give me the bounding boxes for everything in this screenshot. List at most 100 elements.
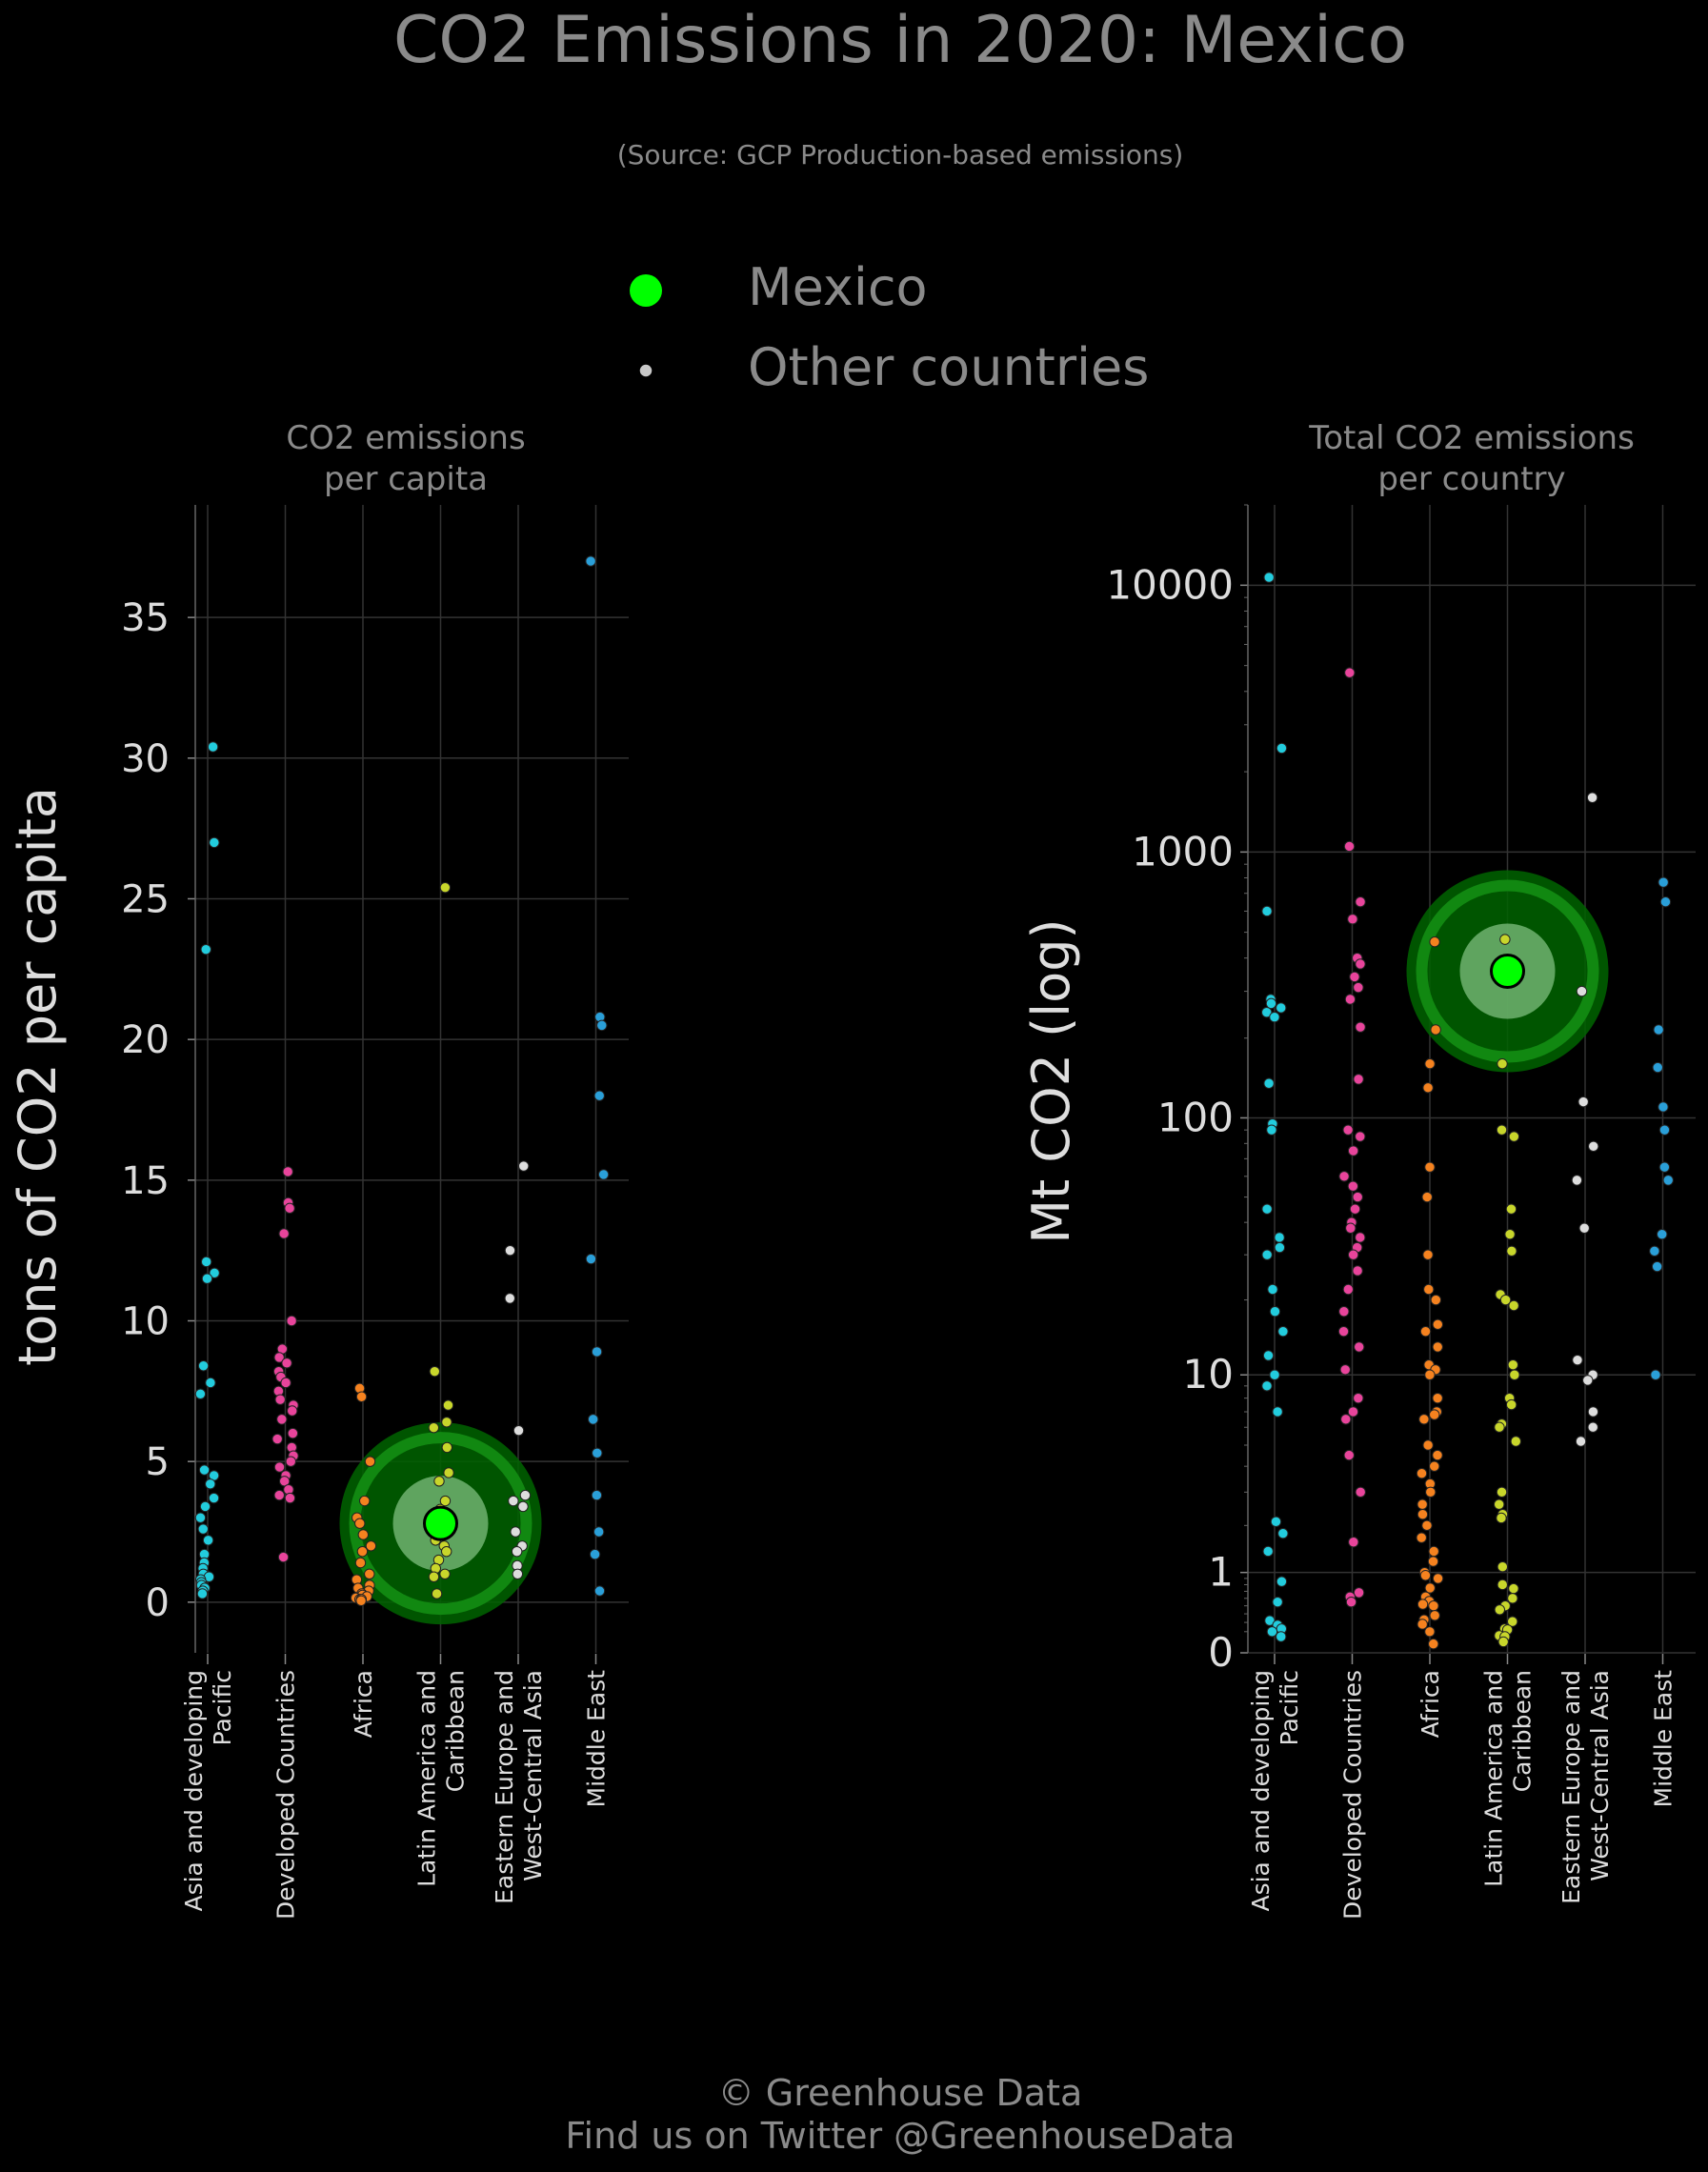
y-axis-label: Mt CO2 (log) <box>1021 918 1081 1243</box>
data-point-developed-countries <box>280 1377 291 1389</box>
data-point-developed-countries <box>1344 994 1356 1005</box>
data-point-developed-countries <box>1340 1414 1352 1425</box>
legend-highlight-label: Mexico <box>748 257 928 317</box>
data-point-africa <box>1419 1325 1432 1337</box>
data-point-developed-countries <box>284 1492 296 1504</box>
panel-title-line: per country <box>1377 460 1565 498</box>
data-point-latin-america-and-caribbean <box>1506 1245 1517 1257</box>
data-point-developed-countries <box>1349 971 1360 983</box>
data-point-africa <box>1424 1369 1436 1380</box>
data-point-asia-and-developing-pacific <box>1277 1325 1289 1337</box>
data-point-africa <box>1424 1161 1436 1173</box>
data-point-middle-east <box>593 1585 606 1597</box>
data-point-middle-east <box>585 1253 597 1265</box>
data-point-asia-and-developing-pacific <box>1274 1241 1286 1254</box>
data-point-africa <box>1418 1414 1430 1425</box>
data-point-developed-countries <box>1355 896 1366 908</box>
data-point-africa <box>1432 1573 1444 1584</box>
data-point-developed-countries <box>1347 1406 1359 1418</box>
data-point-latin-america-and-caribbean <box>1497 1579 1508 1591</box>
data-point-africa <box>1428 1638 1439 1650</box>
data-point-asia-and-developing-pacific <box>1267 1283 1278 1296</box>
data-point-africa <box>1428 1545 1439 1558</box>
data-point-developed-countries <box>1352 1191 1363 1203</box>
x-tick-label-latin-america-and-caribbean: Caribbean <box>1509 1670 1537 1792</box>
x-tick-label-eastern-europe-and-west-central-asia: Eastern Europe and <box>491 1670 518 1904</box>
x-tick-label-asia-and-developing-pacific: Asia and developing <box>1247 1670 1275 1912</box>
data-point-eastern-europe-and-west-central-asia <box>1587 1406 1599 1418</box>
data-point-latin-america-and-caribbean <box>1497 1058 1508 1070</box>
data-point-developed-countries <box>1355 1232 1366 1243</box>
data-point-latin-america-and-caribbean <box>1494 1421 1505 1433</box>
data-point-middle-east <box>593 1090 605 1101</box>
data-point-asia-and-developing-pacific <box>208 1492 220 1504</box>
data-point-eastern-europe-and-west-central-asia <box>1582 1375 1594 1386</box>
y-tick-label: 10000 <box>1106 561 1234 608</box>
data-point-asia-and-developing-pacific <box>205 1377 216 1389</box>
y-tick-label: 1000 <box>1132 828 1234 875</box>
data-point-asia-and-developing-pacific <box>1261 905 1273 917</box>
data-point-developed-countries <box>273 1489 285 1501</box>
y-tick-label: 100 <box>1157 1094 1234 1140</box>
data-point-africa <box>1425 1486 1437 1498</box>
data-point-middle-east <box>1650 1369 1661 1380</box>
data-point-asia-and-developing-pacific <box>194 1512 207 1523</box>
data-point-africa <box>1417 1509 1429 1520</box>
data-point-developed-countries <box>1338 1171 1350 1182</box>
data-point-africa <box>1432 1392 1443 1404</box>
data-point-asia-and-developing-pacific <box>207 741 219 753</box>
data-point-eastern-europe-and-west-central-asia <box>518 1160 530 1172</box>
data-point-developed-countries <box>286 1315 297 1327</box>
data-point-latin-america-and-caribbean <box>1505 1398 1517 1411</box>
x-tick-label-latin-america-and-caribbean: Latin America and <box>1480 1670 1508 1887</box>
x-tick-label-asia-and-developing-pacific: Pacific <box>1276 1670 1303 1745</box>
data-point-africa <box>1429 1460 1440 1472</box>
x-tick-label-latin-america-and-caribbean: Caribbean <box>442 1670 470 1792</box>
x-tick-label-asia-and-developing-pacific: Asia and developing <box>180 1670 208 1912</box>
data-point-asia-and-developing-pacific <box>198 1464 211 1476</box>
data-point-latin-america-and-caribbean <box>1497 1636 1509 1648</box>
legend-other-marker <box>638 363 653 378</box>
data-point-asia-and-developing-pacific <box>1266 1626 1278 1638</box>
data-point-africa <box>1422 1082 1434 1094</box>
data-point-latin-america-and-caribbean <box>1507 1358 1519 1371</box>
data-point-developed-countries <box>281 1358 292 1369</box>
data-point-eastern-europe-and-west-central-asia <box>1572 1354 1583 1366</box>
y-tick-label: 1 <box>1208 1549 1234 1596</box>
data-point-asia-and-developing-pacific <box>1269 1306 1281 1317</box>
data-point-developed-countries <box>273 1461 286 1473</box>
data-point-developed-countries <box>1343 840 1356 853</box>
data-point-developed-countries <box>287 1427 299 1439</box>
data-point-latin-america-and-caribbean <box>1493 1498 1505 1510</box>
data-point-developed-countries <box>287 1405 298 1417</box>
x-tick-label-developed-countries: Developed Countries <box>272 1670 300 1920</box>
data-point-africa <box>354 1518 366 1529</box>
data-point-eastern-europe-and-west-central-asia <box>512 1568 524 1580</box>
data-point-latin-america-and-caribbean <box>442 1399 454 1411</box>
data-point-africa <box>1429 1409 1440 1420</box>
x-tick-label-asia-and-developing-pacific: Pacific <box>209 1670 236 1745</box>
data-point-asia-and-developing-pacific <box>1263 1077 1275 1089</box>
data-point-africa <box>1430 1024 1441 1036</box>
data-point-africa <box>1421 1519 1433 1532</box>
data-point-middle-east <box>1653 1024 1664 1036</box>
data-point-developed-countries <box>1353 1074 1364 1085</box>
data-point-developed-countries <box>273 1352 285 1363</box>
data-point-developed-countries <box>274 1394 286 1405</box>
data-point-developed-countries <box>1353 1587 1365 1599</box>
x-tick-label-latin-america-and-caribbean: Latin America and <box>413 1670 441 1887</box>
data-point-latin-america-and-caribbean <box>443 1467 454 1478</box>
data-point-eastern-europe-and-west-central-asia <box>1571 1175 1583 1186</box>
data-point-developed-countries <box>1355 1021 1366 1033</box>
x-tick-label-eastern-europe-and-west-central-asia: West-Central Asia <box>519 1670 547 1881</box>
data-point-africa <box>355 1595 367 1607</box>
x-tick-label-middle-east: Middle East <box>1650 1670 1678 1808</box>
data-point-africa <box>1429 936 1440 948</box>
data-point-africa <box>1422 1249 1434 1260</box>
data-point-africa <box>354 1557 367 1569</box>
data-point-developed-countries <box>1347 1180 1359 1192</box>
highlight-point-mexico <box>423 1505 458 1541</box>
data-point-latin-america-and-caribbean <box>439 1495 452 1507</box>
data-point-asia-and-developing-pacific <box>1261 1249 1273 1260</box>
